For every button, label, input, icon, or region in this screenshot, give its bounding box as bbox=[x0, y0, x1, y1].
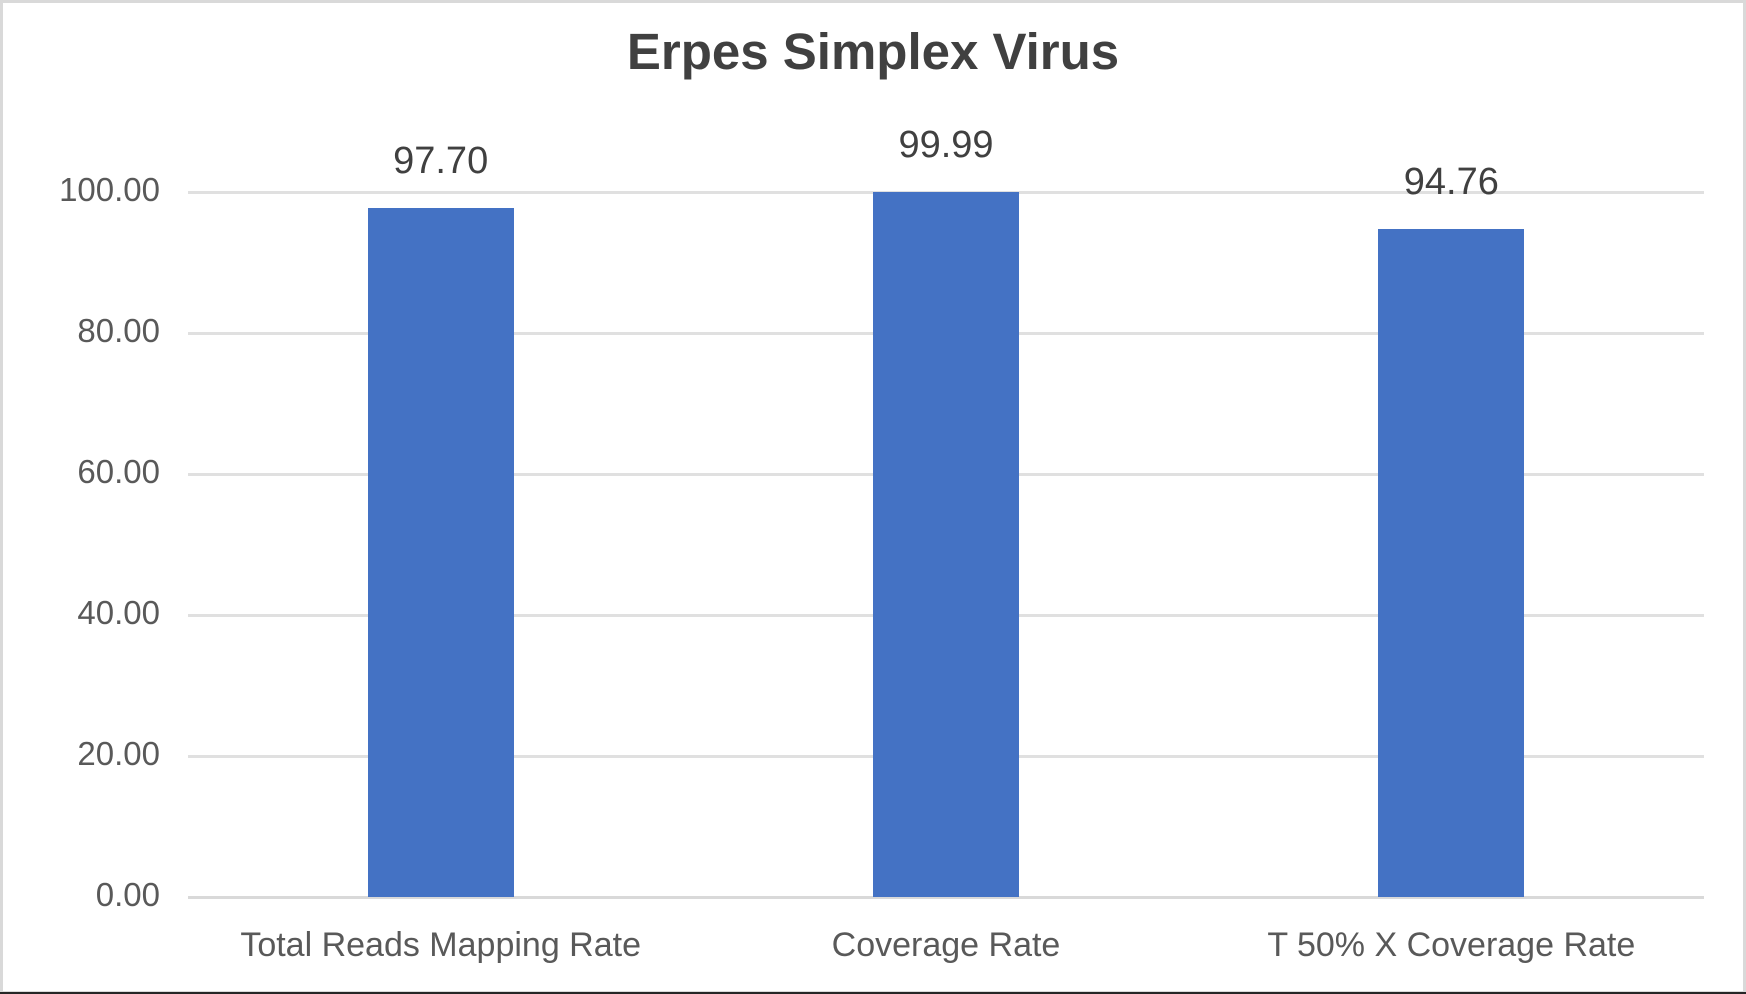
frame-bottom-edge bbox=[0, 992, 1746, 994]
x-axis-line bbox=[188, 896, 1704, 899]
x-tick-label: T 50% X Coverage Rate bbox=[1267, 926, 1636, 964]
bar bbox=[1378, 228, 1525, 897]
data-label: 99.99 bbox=[898, 124, 994, 167]
data-label: 97.70 bbox=[393, 140, 489, 183]
y-tick-label: 80.00 bbox=[77, 312, 160, 349]
bar bbox=[873, 192, 1019, 897]
bar bbox=[367, 208, 514, 897]
data-label: 94.76 bbox=[1403, 160, 1499, 203]
y-tick-label: 0.00 bbox=[95, 876, 160, 913]
y-tick-label: 60.00 bbox=[77, 453, 160, 490]
x-tick-label: Coverage Rate bbox=[831, 926, 1061, 964]
chart-title: Erpes Simplex Virus bbox=[626, 23, 1120, 80]
y-tick-label: 20.00 bbox=[77, 735, 160, 772]
x-tick-label: Total Reads Mapping Rate bbox=[240, 926, 641, 964]
y-tick-label: 100.00 bbox=[59, 171, 160, 208]
y-tick-label: 40.00 bbox=[77, 594, 160, 631]
